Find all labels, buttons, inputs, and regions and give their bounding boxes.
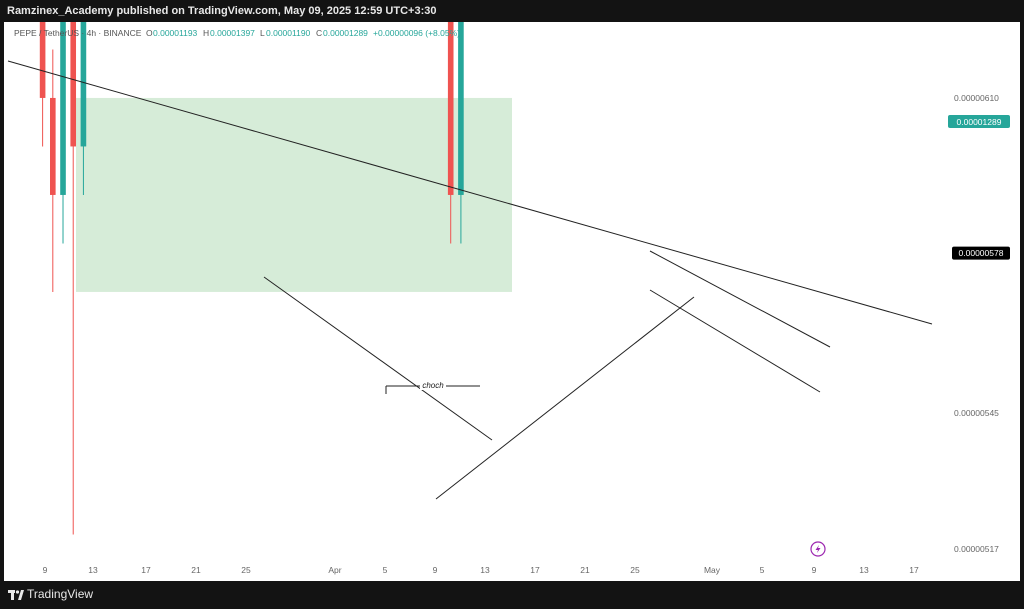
last-price-label: 0.00001289 bbox=[957, 117, 1002, 127]
x-tick-label: 13 bbox=[859, 565, 869, 575]
close-value: 0.00001289 bbox=[323, 28, 368, 38]
choch-label: choch bbox=[422, 381, 444, 390]
price-axis: 0.000015500.000014500.000013500.00001250… bbox=[954, 93, 999, 554]
x-tick-label: Apr bbox=[328, 565, 341, 575]
trendline-layer bbox=[7, 60, 933, 500]
x-tick-label: 5 bbox=[760, 565, 765, 575]
x-tick-label: 17 bbox=[530, 565, 540, 575]
candle-body bbox=[458, 0, 464, 195]
open-value: 0.00001193 bbox=[153, 28, 198, 38]
trend-line bbox=[649, 250, 831, 348]
low-value: 0.00001190 bbox=[266, 28, 311, 38]
close-label: C bbox=[316, 28, 322, 38]
footer-brand: TradingView bbox=[27, 587, 94, 601]
x-tick-label: 25 bbox=[241, 565, 251, 575]
candle-body bbox=[447, 0, 454, 195]
candle-body bbox=[70, 0, 77, 147]
x-tick-label: 21 bbox=[191, 565, 201, 575]
x-tick-label: 9 bbox=[812, 565, 817, 575]
price-badge bbox=[952, 246, 1010, 260]
open-label: O bbox=[146, 28, 153, 38]
tradingview-logo-icon bbox=[8, 590, 24, 600]
x-tick-label: 5 bbox=[383, 565, 388, 575]
trend-line bbox=[7, 60, 933, 325]
x-tick-label: 21 bbox=[580, 565, 590, 575]
trend-line bbox=[649, 289, 821, 393]
low-label: L bbox=[260, 28, 265, 38]
x-tick-label: 25 bbox=[630, 565, 640, 575]
y-tick-label: 0.00000545 bbox=[954, 408, 999, 418]
last-price-badge bbox=[948, 115, 1010, 128]
demand-zone bbox=[76, 97, 512, 292]
zone-layer bbox=[76, 97, 512, 292]
flash-icon bbox=[810, 541, 826, 557]
change-value: +0.00000096 (+8.05%) bbox=[373, 28, 460, 38]
trend-line bbox=[435, 296, 695, 500]
price-badges: 0.000012890.000009810.000009260.00000905… bbox=[948, 115, 1010, 260]
footer: TradingView bbox=[0, 581, 1024, 609]
high-value: 0.00001397 bbox=[210, 28, 255, 38]
high-label: H bbox=[203, 28, 209, 38]
candle-body bbox=[39, 0, 46, 98]
price-badge-label: 0.00000578 bbox=[959, 248, 1004, 258]
candle-body bbox=[60, 0, 66, 195]
x-tick-label: 9 bbox=[433, 565, 438, 575]
candle-body bbox=[50, 97, 56, 195]
trend-line bbox=[263, 276, 493, 441]
x-tick-label: 13 bbox=[88, 565, 98, 575]
choch-annotation: choch bbox=[385, 379, 480, 394]
time-axis: 9 13 17 21 25 Apr 5 9 13 17 21 25 May 5 9 13 17 bbox=[43, 565, 919, 575]
chart-panel: choch PEPE / TetherUS · 4h · BINANCE O 0… bbox=[4, 0, 1020, 581]
candles-layer bbox=[39, 0, 472, 535]
candle-body bbox=[80, 0, 87, 147]
x-tick-label: 17 bbox=[909, 565, 919, 575]
symbol-label: PEPE / TetherUS · 4h · BINANCE bbox=[14, 28, 142, 38]
x-tick-label: 9 bbox=[43, 565, 48, 575]
x-tick-label: 13 bbox=[480, 565, 490, 575]
x-tick-label: 17 bbox=[141, 565, 151, 575]
choch-label-bg bbox=[420, 379, 446, 390]
publish-header: Ramzinex_Academy published on TradingVie… bbox=[0, 0, 1024, 22]
candlestick-chart[interactable]: choch PEPE / TetherUS · 4h · BINANCE O 0… bbox=[4, 0, 1020, 581]
x-tick-label: May bbox=[704, 565, 721, 575]
y-tick-label: 0.00000517 bbox=[954, 544, 999, 554]
y-tick-label: 0.00000610 bbox=[954, 93, 999, 103]
ohlc-legend: PEPE / TetherUS · 4h · BINANCE O 0.00001… bbox=[14, 28, 460, 38]
